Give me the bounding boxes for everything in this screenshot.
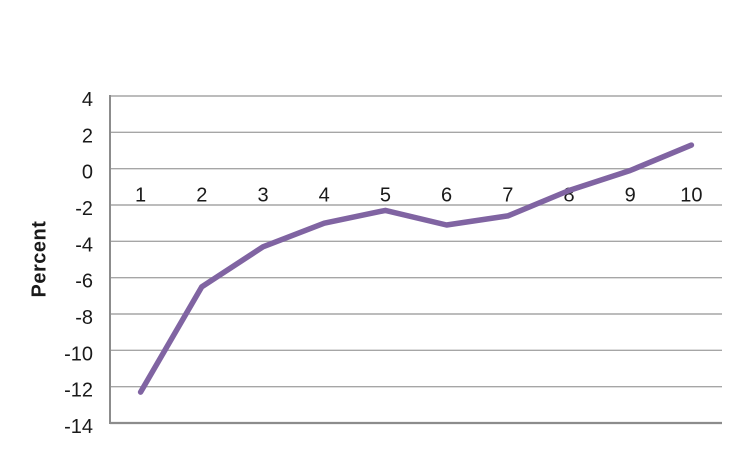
y-axis-tick-label: -12: [64, 380, 93, 402]
y-axis-tick-label: 4: [82, 89, 93, 111]
x-axis-category-label: 1: [135, 185, 146, 207]
x-axis-category-label: 8: [563, 185, 574, 207]
y-axis-tick-label: -14: [64, 416, 93, 438]
y-axis-tick-label: 2: [82, 125, 93, 147]
y-axis-tick-label: -6: [75, 271, 93, 293]
y-axis-tick-label: -4: [75, 234, 93, 256]
x-axis-category-label: 5: [380, 185, 391, 207]
x-axis-category-label: 2: [196, 185, 207, 207]
y-axis-title: Percent: [28, 220, 51, 298]
x-axis-category-label: 6: [441, 185, 452, 207]
data-series-line: [137, 142, 695, 395]
y-axis-tick-label: -8: [75, 307, 93, 329]
x-axis-category-label: 3: [257, 185, 268, 207]
x-axis-category-label: 10: [680, 185, 702, 207]
x-axis-category-label: 7: [502, 185, 513, 207]
x-axis-category-label: 9: [625, 185, 636, 207]
y-axis-tick-label: -2: [75, 198, 93, 220]
x-axis-category-label: 4: [319, 185, 330, 207]
y-axis-tick-label: 0: [82, 162, 93, 184]
y-axis-tick-label: -10: [64, 343, 93, 365]
